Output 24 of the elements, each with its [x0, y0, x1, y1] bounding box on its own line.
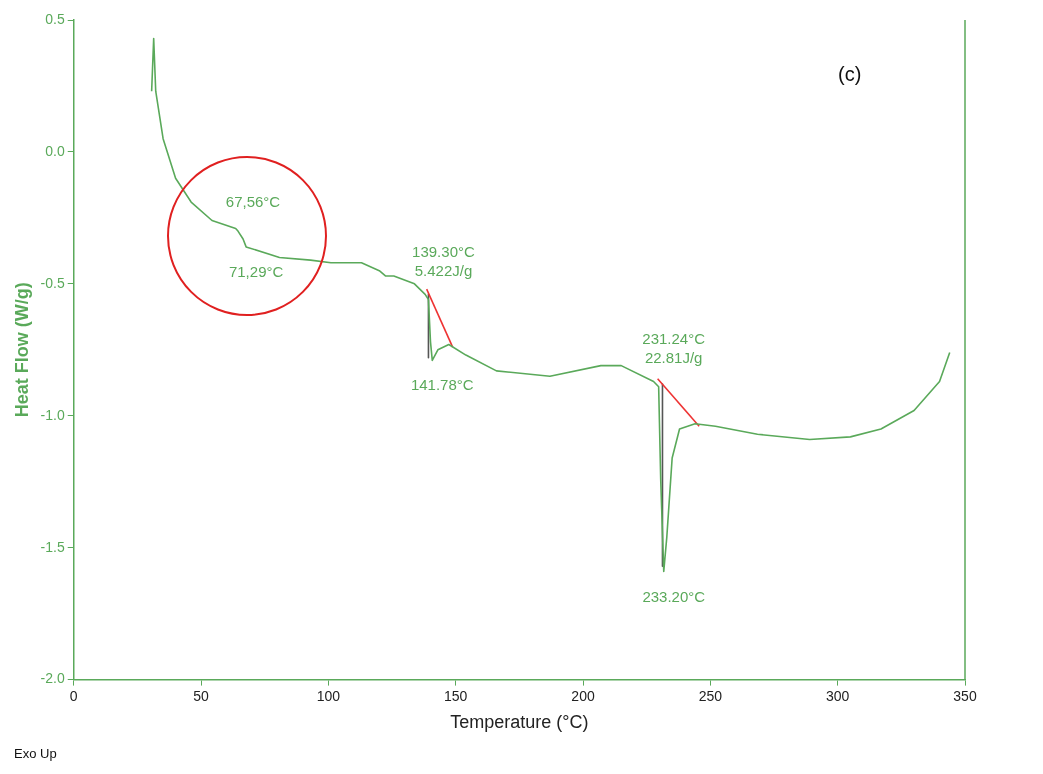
x-tick-label: 100 — [316, 687, 341, 704]
x-tick-label: 350 — [953, 687, 977, 704]
y-axis-title: Heat Flow (W/g) — [11, 282, 32, 418]
annotation: 67,56°C — [225, 193, 281, 211]
y-tick-label: 0.5 — [45, 10, 65, 27]
y-tick-label: 0.0 — [45, 142, 65, 159]
annotation: 139.30°C 5.422J/g — [412, 242, 475, 279]
y-tick-label: -1.0 — [40, 406, 65, 423]
annotation: 71,29°C — [228, 263, 284, 281]
y-tick-label: -1.5 — [40, 538, 65, 555]
x-tick-label: 0 — [69, 687, 78, 704]
x-tick-label: 150 — [444, 687, 468, 704]
text: Exo Up — [14, 746, 57, 761]
y-tick-label: -2.0 — [40, 670, 65, 687]
x-tick-label: 200 — [571, 687, 595, 704]
annotation: (c) — [838, 63, 862, 86]
x-tick-label: 250 — [698, 687, 723, 704]
y-tick-label: -0.5 — [40, 274, 65, 291]
x-tick-label: 300 — [826, 687, 850, 704]
annotation: 141.78°C — [410, 376, 474, 394]
x-tick-label: 50 — [193, 687, 210, 704]
x-axis-title: Temperature (°C) — [450, 712, 589, 733]
annotation: 233.20°C — [642, 587, 706, 605]
annotation: 231.24°C 22.81J/g — [642, 329, 706, 366]
